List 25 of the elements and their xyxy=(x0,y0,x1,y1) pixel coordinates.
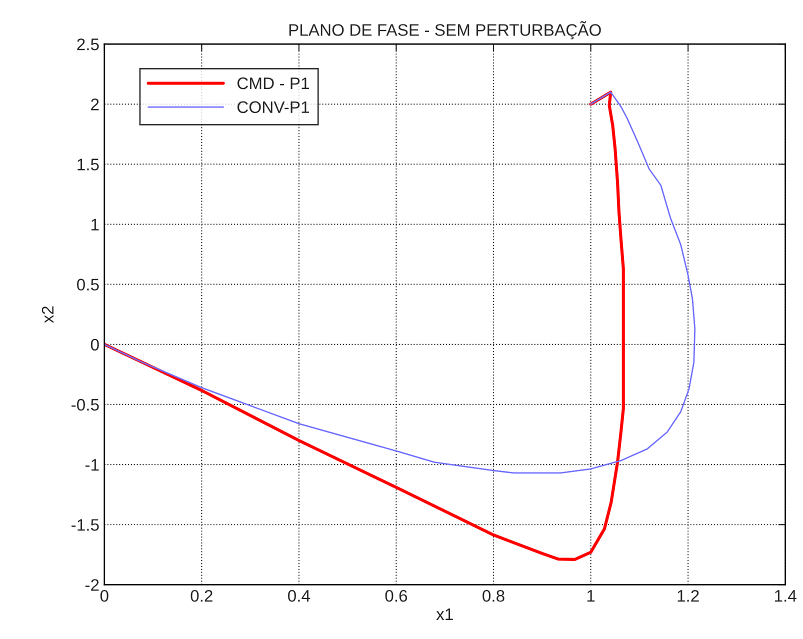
y-tick-label: -1 xyxy=(85,459,99,471)
x-tick-label: 1.4 xyxy=(775,590,796,602)
y-tick-label: 1 xyxy=(92,218,99,230)
y-tick-label: 2 xyxy=(91,98,99,110)
x-tick-label: 0.6 xyxy=(385,590,408,602)
x-tick-label: 0.2 xyxy=(190,590,212,602)
chart-title: PLANO DE FASE - SEM PERTURBAÇÃO xyxy=(289,21,601,40)
y-tick-label: -0.5 xyxy=(72,398,99,411)
y-tick-label: -2 xyxy=(85,579,99,591)
y-tick-label: -1.5 xyxy=(72,519,99,531)
x-axis-title: x1 xyxy=(436,608,453,620)
legend-label: CMD - P1 xyxy=(237,77,309,90)
x-tick-label: 1 xyxy=(587,590,595,602)
y-tick-label: 0 xyxy=(90,338,99,351)
y-tick-label: 1.5 xyxy=(78,158,99,170)
legend-label: CONV-P1 xyxy=(237,101,309,114)
line-series xyxy=(104,91,696,474)
x-tick-label: 0.4 xyxy=(288,590,310,602)
x-tick-label: 1.2 xyxy=(678,590,699,602)
x-tick-label: 0.8 xyxy=(482,590,504,602)
y-tick-label: 0.5 xyxy=(77,278,99,291)
x-tick-label: 0 xyxy=(100,590,108,602)
y-axis-title: x2 xyxy=(42,306,54,323)
line-series xyxy=(104,90,625,561)
y-tick-label: 2.5 xyxy=(77,38,99,50)
